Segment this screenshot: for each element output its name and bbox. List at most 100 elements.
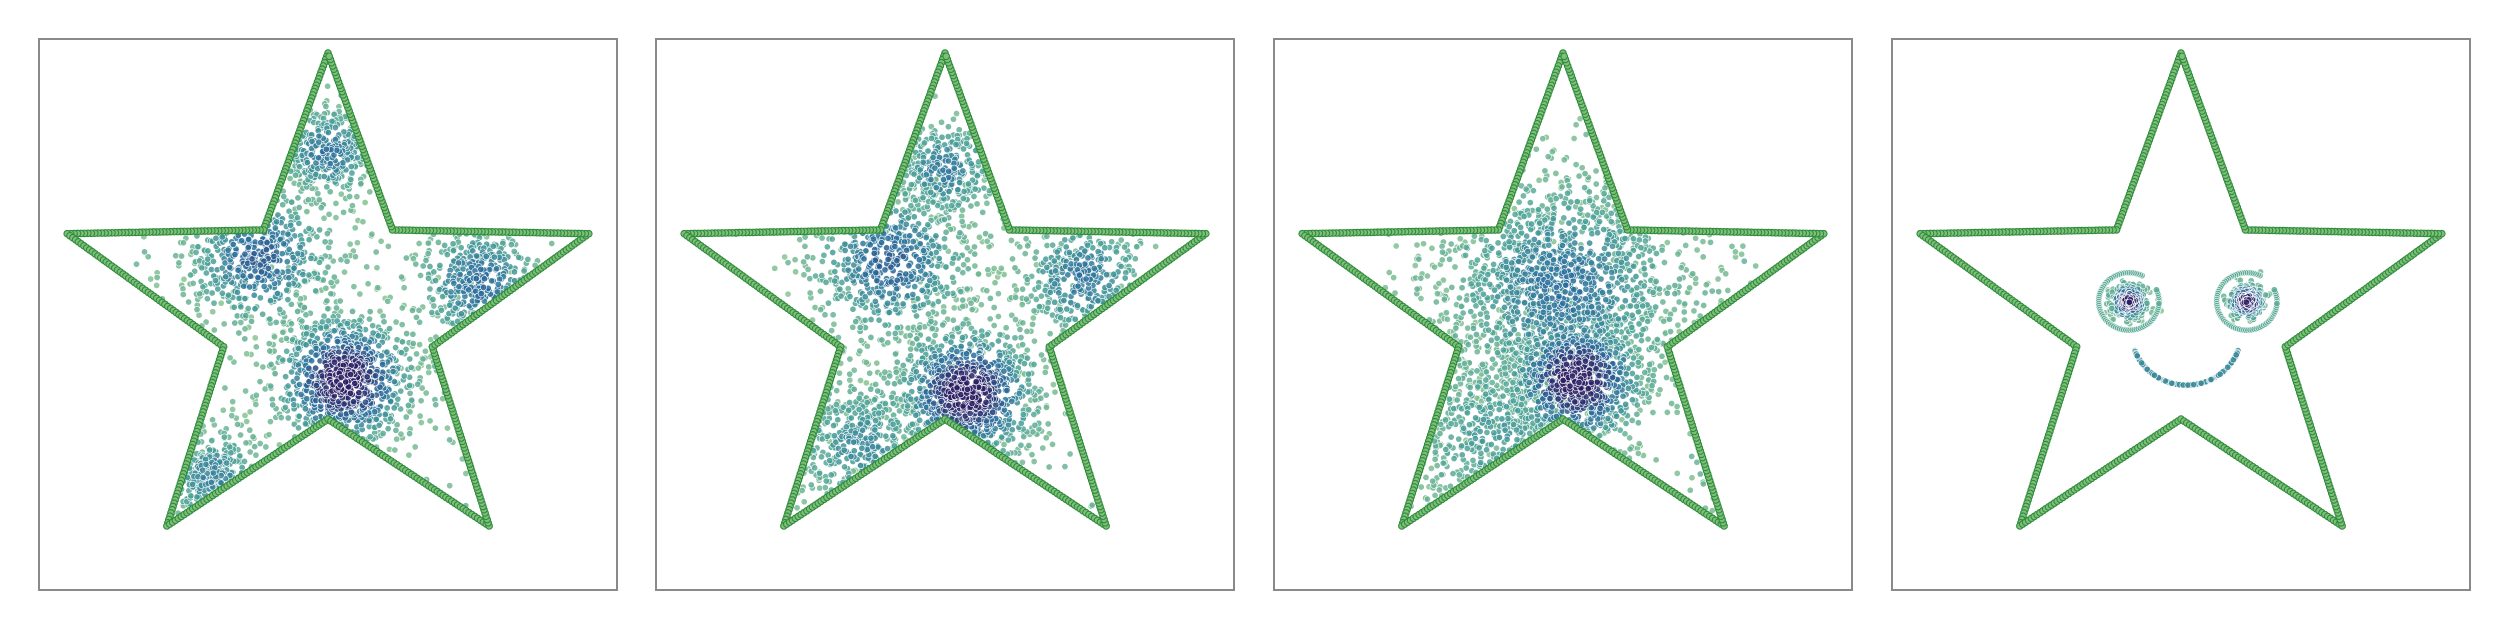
data-point: [241, 295, 249, 303]
data-point: [1022, 235, 1030, 243]
data-point: [871, 297, 879, 305]
data-point: [406, 355, 414, 363]
data-point: [312, 414, 320, 422]
data-point: [204, 247, 212, 255]
data-point: [1084, 241, 1092, 249]
data-point: [133, 260, 140, 268]
data-point: [226, 354, 234, 362]
data-point: [230, 303, 238, 311]
data-point: [202, 269, 210, 277]
data-point: [884, 299, 891, 307]
data-point: [387, 397, 395, 405]
star-boundary: [63, 49, 593, 530]
data-point: [415, 306, 423, 314]
boundary-point: [325, 52, 334, 61]
data-point: [846, 376, 854, 384]
data-point: [963, 256, 971, 264]
data-point: [957, 288, 965, 296]
data-point: [1066, 450, 1074, 458]
data-point: [222, 273, 230, 281]
data-point: [284, 296, 292, 304]
data-point: [873, 359, 881, 367]
data-point: [959, 296, 967, 304]
data-point: [187, 492, 195, 500]
data-point: [265, 340, 273, 348]
data-point: [1023, 295, 1030, 303]
data-point: [278, 250, 286, 258]
data-point: [893, 358, 901, 366]
data-point: [477, 290, 485, 298]
data-point: [1097, 255, 1105, 263]
data-point: [954, 186, 962, 194]
data-point: [851, 429, 859, 437]
data-point: [447, 288, 455, 296]
data-point: [909, 290, 917, 298]
data-point: [1152, 243, 1160, 250]
data-point: [241, 325, 249, 333]
data-point: [949, 254, 957, 262]
data-point: [945, 188, 953, 195]
data-point: [929, 198, 937, 206]
data-point: [339, 159, 347, 167]
data-point: [391, 446, 399, 454]
data-point: [235, 294, 243, 302]
data-point: [412, 313, 420, 321]
data-point: [847, 242, 855, 250]
data-point: [881, 400, 889, 408]
data-point: [235, 329, 243, 337]
data-point: [281, 403, 289, 411]
data-point: [884, 445, 891, 453]
data-point: [953, 324, 961, 332]
data-point: [919, 158, 927, 166]
data-point: [381, 411, 389, 419]
data-point: [1023, 354, 1031, 362]
data-point: [294, 194, 302, 202]
data-point: [203, 295, 211, 303]
data-point: [806, 289, 814, 297]
data-point: [944, 289, 952, 297]
data-point: [392, 318, 400, 326]
data-point: [384, 425, 392, 433]
data-point: [218, 233, 226, 241]
data-point: [1041, 368, 1049, 376]
data-point: [220, 320, 228, 328]
data-point: [849, 323, 857, 331]
data-point: [285, 245, 293, 253]
data-point: [315, 196, 323, 204]
data-point: [974, 270, 982, 278]
data-point: [1067, 299, 1075, 307]
data-point: [212, 234, 220, 242]
data-point: [241, 250, 249, 258]
data-point: [857, 377, 864, 384]
data-point: [441, 241, 449, 249]
data-point: [821, 484, 829, 492]
data-point: [343, 320, 351, 328]
data-point: [322, 323, 330, 331]
data-point: [964, 180, 972, 188]
data-point: [283, 258, 291, 266]
data-point: [301, 420, 309, 428]
data-point: [178, 252, 186, 260]
data-point: [1036, 303, 1043, 311]
data-point: [346, 193, 354, 201]
data-point: [1032, 295, 1040, 303]
data-point: [886, 372, 894, 380]
data-point: [331, 124, 339, 132]
data-point: [300, 277, 308, 285]
data-point: [263, 239, 271, 247]
data-point: [364, 280, 372, 288]
data-point: [416, 318, 424, 326]
data-point: [875, 403, 883, 411]
data-point: [960, 145, 968, 153]
data-point: [911, 283, 919, 291]
data-point: [266, 418, 274, 426]
data-point: [1030, 307, 1038, 315]
data-point: [363, 373, 371, 381]
data-point: [906, 331, 914, 339]
data-point: [259, 310, 267, 318]
data-point: [379, 312, 387, 320]
data-point: [983, 287, 991, 295]
data-point: [798, 487, 806, 494]
data-point: [977, 301, 985, 309]
scatter-points: [133, 82, 559, 517]
